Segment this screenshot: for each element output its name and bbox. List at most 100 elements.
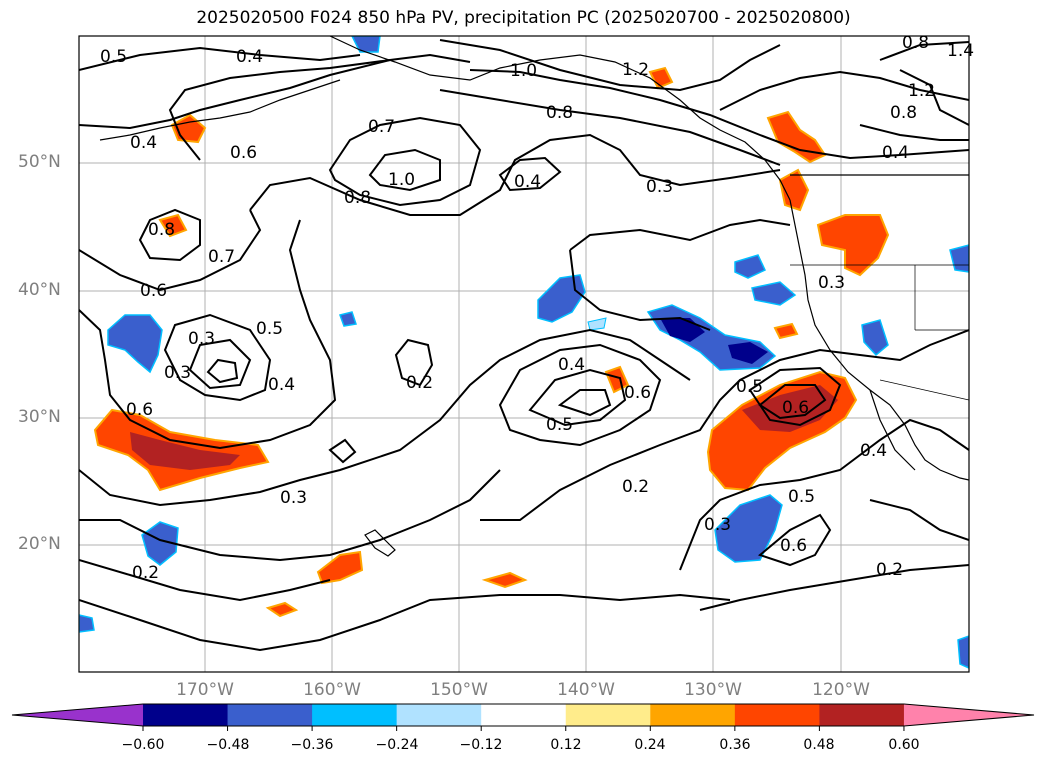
contour-label: 0.3 <box>818 273 845 293</box>
gridlines <box>79 36 969 672</box>
neg-region-5 <box>141 521 179 566</box>
contour-label: 0.5 <box>788 487 815 507</box>
contour-label: 0.4 <box>514 172 541 192</box>
hawaii <box>364 529 396 557</box>
pos-region-4 <box>766 110 827 164</box>
colorbar-extend-low <box>12 704 143 726</box>
pos-region-10 <box>265 601 299 618</box>
contour-line <box>569 218 791 251</box>
neg-region-10 <box>339 311 357 327</box>
neg-region-9 <box>351 36 381 53</box>
pos-region-7 <box>158 213 188 238</box>
contour-line <box>899 69 969 126</box>
neg-region-6 <box>734 254 766 279</box>
contour-line <box>79 209 262 292</box>
contour-line <box>498 156 562 192</box>
precip-shading <box>79 36 969 669</box>
colorbar-bin <box>650 704 736 726</box>
contour-label: 0.6 <box>140 281 167 301</box>
neg-region-8 <box>861 319 889 357</box>
contour-line <box>206 358 239 384</box>
contour-label: 0.4 <box>268 375 295 395</box>
contour-line <box>368 148 441 192</box>
contour-label: 0.7 <box>368 117 395 137</box>
contour-label: 0.5 <box>546 415 573 435</box>
contour-label: 0.4 <box>860 441 887 461</box>
contour-line <box>528 368 627 427</box>
contour-label: 0.8 <box>344 188 371 208</box>
contour-line <box>79 469 501 562</box>
contour-line <box>869 499 969 541</box>
lon-label-130w: 130°W <box>684 680 742 700</box>
contour-line <box>469 69 969 160</box>
contour-label: 0.3 <box>704 515 731 535</box>
neg-region-7 <box>751 281 797 306</box>
contour-label: 0.6 <box>782 398 809 418</box>
colorbar-bin <box>565 704 651 726</box>
contour-line <box>328 438 357 464</box>
pos-region-12 <box>648 66 674 90</box>
lon-label-140w: 140°W <box>557 680 615 700</box>
neg-region-11 <box>949 244 969 273</box>
contour-label: 0.6 <box>624 383 651 403</box>
contour-label: 0.6 <box>780 536 807 556</box>
colorbar-tick-label: −0.36 <box>290 737 334 753</box>
pos-region-2-core <box>742 385 838 432</box>
contour-label: 1.0 <box>388 170 415 190</box>
contour-line <box>163 313 272 402</box>
neg-region-3-core2 <box>728 342 768 364</box>
contour-line <box>719 70 969 111</box>
contour-line <box>679 418 969 571</box>
colorbar-extend-high <box>903 704 1034 726</box>
contour-label: 0.8 <box>546 103 573 123</box>
lon-label-170w: 170°W <box>176 680 234 700</box>
contour-line <box>439 39 781 92</box>
pos-region-9 <box>481 571 528 589</box>
contour-line <box>79 593 731 652</box>
contour-label: 0.3 <box>646 177 673 197</box>
contour-label: 0.8 <box>148 220 175 240</box>
lat-label-30n: 30°N <box>18 407 61 427</box>
contour-label: 0.4 <box>130 133 157 153</box>
contour-label: 0.8 <box>890 103 917 123</box>
contour-line <box>557 389 612 417</box>
map-title: 2025020500 F024 850 hPa PV, precipitatio… <box>196 8 851 28</box>
colorbar-tick-label: −0.60 <box>121 737 165 753</box>
contour-line <box>394 338 434 387</box>
colorbar-tick-label: 0.60 <box>888 737 920 753</box>
aleutians <box>99 79 341 141</box>
colorbar-bin <box>819 704 905 726</box>
neg-region-13 <box>79 614 95 633</box>
contour-line <box>79 53 471 130</box>
colorbar-tick-label: 0.36 <box>719 737 751 753</box>
contour-label: 1.2 <box>908 81 935 101</box>
pos-region-13 <box>773 322 799 340</box>
colorbar-bin <box>312 704 398 726</box>
contour-line <box>249 133 781 216</box>
colorbar-tick-label: −0.12 <box>459 737 503 753</box>
contour-label: 0.8 <box>902 33 929 53</box>
contour-line <box>569 249 711 331</box>
lon-label-120w: 120°W <box>812 680 870 700</box>
contour-line <box>879 41 969 61</box>
contour-line <box>138 208 201 262</box>
lat-label-40n: 40°N <box>18 280 61 300</box>
colorbar-bin <box>734 704 820 726</box>
alaska-coast <box>329 36 791 201</box>
neg-region-14 <box>587 317 607 331</box>
lon-label-160w: 160°W <box>303 680 361 700</box>
pv-contours <box>79 39 969 652</box>
neg-region-4 <box>714 494 783 563</box>
contour-line <box>699 564 969 611</box>
coastlines <box>99 36 969 557</box>
pos-region-8 <box>316 550 364 585</box>
contour-label: 0.3 <box>164 363 191 383</box>
west-coast <box>789 199 969 481</box>
contour-label: 0.7 <box>208 247 235 267</box>
contour-line <box>168 59 391 161</box>
colorbar-tick-label: 0.24 <box>634 737 666 753</box>
contour-line <box>79 328 691 507</box>
contour-label: 0.6 <box>126 400 153 420</box>
contour-line <box>328 116 482 207</box>
